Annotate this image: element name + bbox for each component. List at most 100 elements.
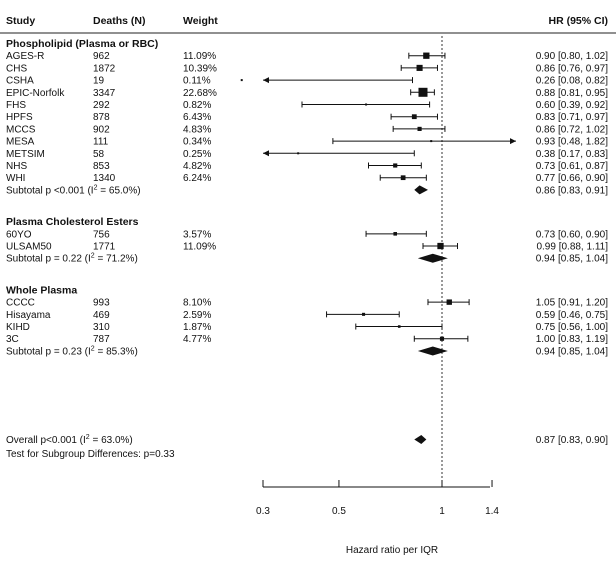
- study-0-0-deaths: 962: [93, 51, 110, 62]
- x-tick-label-1: 0.5: [332, 506, 346, 517]
- study-0-1-point: [416, 64, 423, 71]
- header-weight: Weight: [183, 15, 218, 27]
- subtotal-diamond-1: [417, 253, 448, 263]
- x-tick-label-3: 1.4: [485, 506, 499, 517]
- study-1-0-name: 60YO: [6, 229, 32, 240]
- group-heading-0: Phospholipid (Plasma or RBC): [6, 38, 158, 50]
- study-2-2-name: KIHD: [6, 322, 30, 333]
- study-1-0-weight: 3.57%: [183, 229, 211, 240]
- study-0-3-weight: 22.68%: [183, 88, 217, 99]
- study-0-4-name: FHS: [6, 100, 26, 111]
- study-0-6-weight: 4.83%: [183, 124, 211, 135]
- study-0-6-name: MCCS: [6, 124, 36, 135]
- overall-hr-text: 0.87 [0.83, 0.90]: [536, 435, 609, 446]
- study-0-5-hr-text: 0.83 [0.71, 0.97]: [536, 112, 609, 123]
- study-0-2-hr-text: 0.26 [0.08, 0.82]: [536, 76, 609, 87]
- study-0-2-ci-arrow-left: [263, 77, 269, 84]
- study-2-2-deaths: 310: [93, 322, 110, 333]
- study-2-0-point: [446, 299, 452, 305]
- study-0-9-weight: 4.82%: [183, 161, 211, 172]
- study-0-2-deaths: 19: [93, 76, 105, 87]
- x-axis-label: Hazard ratio per IQR: [346, 545, 438, 556]
- study-0-7-ci-arrow-right: [510, 138, 516, 145]
- study-1-0-deaths: 756: [93, 229, 110, 240]
- study-1-0-hr-text: 0.73 [0.60, 0.90]: [536, 229, 609, 240]
- x-tick-label-0: 0.3: [256, 506, 270, 517]
- study-0-7-hr-text: 0.93 [0.48, 1.82]: [536, 137, 609, 148]
- study-1-0-point: [393, 232, 397, 236]
- study-0-1-weight: 10.39%: [183, 63, 217, 74]
- subtotal-diamond-2: [417, 346, 448, 356]
- study-2-0-hr-text: 1.05 [0.91, 1.20]: [536, 298, 609, 309]
- study-2-1-hr-text: 0.59 [0.46, 0.75]: [536, 310, 609, 321]
- study-0-3-point: [418, 87, 428, 97]
- study-0-10-name: WHI: [6, 173, 25, 184]
- study-0-9-name: NHS: [6, 161, 27, 172]
- study-0-10-hr-text: 0.77 [0.66, 0.90]: [536, 173, 609, 184]
- group-heading-1: Plasma Cholesterol Esters: [6, 216, 139, 228]
- study-0-2-name: CSHA: [6, 76, 34, 87]
- study-2-2-weight: 1.87%: [183, 322, 211, 333]
- study-2-1-point: [362, 312, 366, 316]
- study-2-3-hr-text: 1.00 [0.83, 1.19]: [536, 334, 609, 345]
- study-1-1-name: ULSAM50: [6, 242, 52, 253]
- study-0-0-point: [423, 52, 430, 59]
- study-2-3-weight: 4.77%: [183, 334, 211, 345]
- study-0-5-point: [411, 114, 417, 120]
- study-0-5-deaths: 878: [93, 112, 110, 123]
- study-0-7-deaths: 111: [93, 137, 109, 148]
- study-0-10-point: [400, 175, 406, 181]
- study-2-1-deaths: 469: [93, 310, 110, 321]
- study-2-0-weight: 8.10%: [183, 298, 211, 309]
- study-0-8-deaths: 58: [93, 149, 105, 160]
- study-2-2-point: [397, 325, 401, 328]
- study-0-4-hr-text: 0.60 [0.39, 0.92]: [536, 100, 609, 111]
- header-hr: HR (95% CI): [548, 15, 608, 27]
- study-0-6-deaths: 902: [93, 124, 110, 135]
- study-0-2-point: [240, 79, 243, 82]
- study-0-5-weight: 6.43%: [183, 112, 211, 123]
- subtotal-label-0: Subtotal p <0.001 (I2 = 65.0%): [6, 184, 141, 196]
- study-0-8-ci-arrow-left: [263, 150, 269, 157]
- study-0-7-weight: 0.34%: [183, 137, 211, 148]
- study-0-5-name: HPFS: [6, 112, 33, 123]
- study-0-4-deaths: 292: [93, 100, 110, 111]
- subtotal-diamond-0: [414, 185, 428, 195]
- study-2-1-weight: 2.59%: [183, 310, 211, 321]
- study-0-7-name: MESA: [6, 137, 35, 148]
- subtotal-label-1: Subtotal p = 0.22 (I2 = 71.2%): [6, 253, 138, 265]
- x-tick-label-2: 1: [439, 506, 445, 517]
- study-0-10-deaths: 1340: [93, 173, 116, 184]
- study-0-6-point: [417, 126, 422, 131]
- subtotal-hr-text-1: 0.94 [0.85, 1.04]: [536, 254, 609, 265]
- study-2-3-point: [439, 336, 445, 341]
- header-deaths: Deaths (N): [93, 15, 146, 27]
- study-2-2-hr-text: 0.75 [0.56, 1.00]: [536, 322, 609, 333]
- study-1-1-deaths: 1771: [93, 242, 116, 253]
- study-2-1-name: Hisayama: [6, 310, 51, 321]
- study-2-3-deaths: 787: [93, 334, 110, 345]
- study-0-3-name: EPIC-Norfolk: [6, 88, 65, 99]
- study-2-0-name: CCCC: [6, 298, 35, 309]
- study-0-10-weight: 6.24%: [183, 173, 211, 184]
- study-2-3-name: 3C: [6, 334, 19, 345]
- study-0-3-deaths: 3347: [93, 88, 116, 99]
- study-2-0-deaths: 993: [93, 298, 110, 309]
- overall-label: Overall p<0.001 (I2 = 63.0%): [6, 434, 133, 446]
- overall-diamond: [414, 435, 427, 444]
- study-0-7-point: [430, 140, 433, 143]
- study-0-8-point: [297, 152, 300, 155]
- study-1-1-point: [437, 242, 444, 250]
- study-0-1-hr-text: 0.86 [0.76, 0.97]: [536, 63, 609, 74]
- study-0-9-point: [393, 163, 398, 168]
- group-heading-2: Whole Plasma: [6, 284, 77, 296]
- study-0-1-name: CHS: [6, 63, 27, 74]
- study-0-4-weight: 0.82%: [183, 100, 211, 111]
- study-1-1-weight: 11.09%: [183, 242, 216, 253]
- study-0-1-deaths: 1872: [93, 63, 116, 74]
- study-0-0-name: AGES-R: [6, 51, 44, 62]
- study-0-9-hr-text: 0.73 [0.61, 0.87]: [536, 161, 609, 172]
- subtotal-hr-text-2: 0.94 [0.85, 1.04]: [536, 346, 609, 357]
- header-study: Study: [6, 15, 35, 27]
